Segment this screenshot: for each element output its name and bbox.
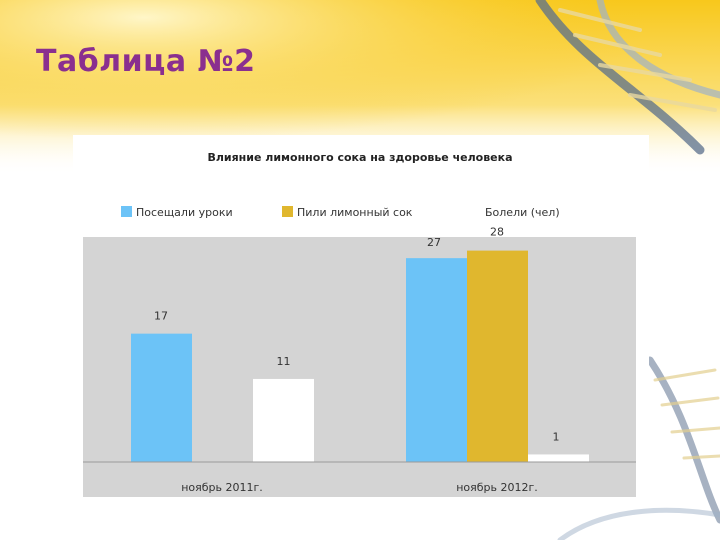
bar-0-0 xyxy=(131,333,192,462)
data-label-2-0: 11 xyxy=(277,355,291,368)
bar-chart: Влияние лимонного сока на здоровье челов… xyxy=(83,151,636,497)
dna-helix-decoration xyxy=(535,0,720,540)
data-label-0-0: 17 xyxy=(154,310,168,323)
data-label-1-1: 28 xyxy=(490,226,504,239)
legend-swatch-0 xyxy=(121,206,132,217)
legend-label-0: Посещали уроки xyxy=(136,206,233,219)
bar-2-1 xyxy=(528,454,589,462)
bar-0-1 xyxy=(406,258,467,462)
chart-legend: Посещали уроки Пили лимонный сок Болели … xyxy=(121,206,560,219)
slide-title: Таблица №2 xyxy=(36,44,256,79)
x-tick-label-0: ноябрь 2011г. xyxy=(181,481,263,494)
data-labels-layer: 17 11 27 28 1 xyxy=(154,226,560,444)
legend-swatch-1 xyxy=(282,206,293,217)
legend-label-1: Пили лимонный сок xyxy=(297,206,413,219)
legend-label-2: Болели (чел) xyxy=(485,206,560,219)
x-tick-labels: ноябрь 2011г. ноябрь 2012г. xyxy=(181,481,538,494)
chart-title: Влияние лимонного сока на здоровье челов… xyxy=(207,151,512,164)
data-label-2-1: 1 xyxy=(553,430,560,443)
bar-2-0 xyxy=(253,378,314,462)
data-label-0-1: 27 xyxy=(427,236,441,249)
x-tick-label-1: ноябрь 2012г. xyxy=(456,481,538,494)
bar-1-1 xyxy=(467,250,528,462)
bars-layer xyxy=(131,250,589,462)
chart-container: Влияние лимонного сока на здоровье челов… xyxy=(73,135,649,497)
